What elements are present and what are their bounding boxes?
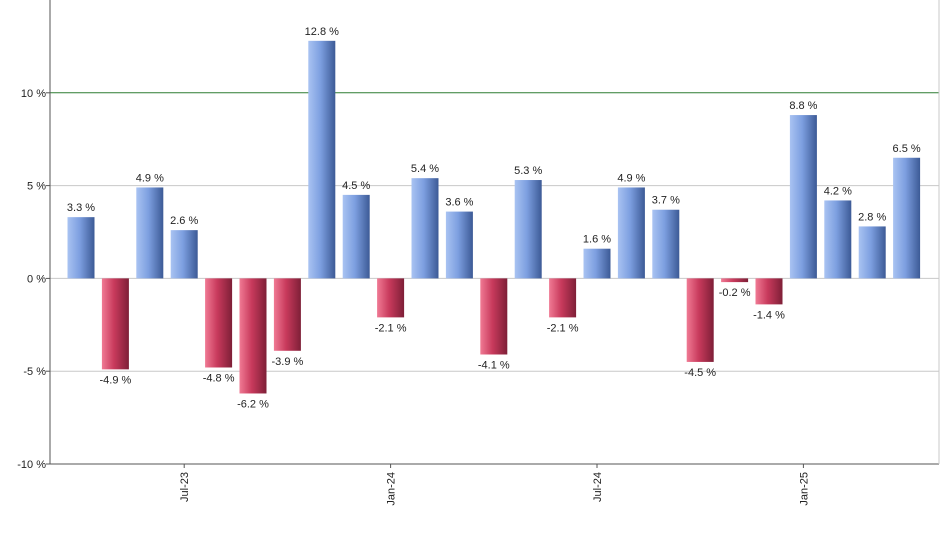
- data-label-12: -4.1 %: [478, 359, 510, 371]
- data-label-11: 3.6 %: [445, 197, 473, 209]
- bar-24: [893, 157, 921, 279]
- data-label-3: 2.6 %: [170, 215, 198, 227]
- y-tick-label: 10 %: [21, 88, 46, 100]
- bar-12: [480, 278, 508, 355]
- data-label-8: 4.5 %: [342, 180, 370, 192]
- data-label-21: 8.8 %: [789, 100, 817, 112]
- x-tick-label: Jul-24: [592, 472, 604, 502]
- bar-1: [101, 278, 129, 370]
- bar-23: [858, 226, 886, 279]
- x-tick-label: Jul-23: [179, 472, 191, 502]
- bar-16: [617, 187, 645, 279]
- data-label-14: -2.1 %: [547, 322, 579, 334]
- bar-2: [136, 187, 164, 279]
- x-tick-label: Jan-25: [798, 472, 810, 506]
- data-label-20: -1.4 %: [753, 309, 785, 321]
- y-tick-label: 0 %: [27, 273, 46, 285]
- bar-15: [583, 248, 611, 279]
- data-label-23: 2.8 %: [858, 211, 886, 223]
- data-label-22: 4.2 %: [824, 185, 852, 197]
- y-tick-label: -5 %: [23, 366, 46, 378]
- data-label-6: -3.9 %: [272, 356, 304, 368]
- data-label-24: 6.5 %: [893, 143, 921, 155]
- bar-9: [377, 278, 405, 318]
- bar-7: [308, 40, 336, 279]
- data-label-17: 3.7 %: [652, 195, 680, 207]
- data-label-19: -0.2 %: [719, 287, 751, 299]
- data-label-0: 3.3 %: [67, 202, 95, 214]
- data-label-9: -2.1 %: [375, 322, 407, 334]
- data-label-4: -4.8 %: [203, 372, 235, 384]
- bar-5: [239, 278, 267, 394]
- bar-4: [205, 278, 233, 368]
- bar-17: [652, 209, 680, 279]
- data-label-7: 12.8 %: [305, 26, 339, 38]
- bar-19: [721, 278, 749, 283]
- bar-21: [789, 115, 817, 279]
- y-tick-label: -10 %: [17, 459, 46, 471]
- data-label-15: 1.6 %: [583, 234, 611, 246]
- bar-14: [549, 278, 577, 318]
- data-label-13: 5.3 %: [514, 165, 542, 177]
- bar-8: [342, 194, 370, 279]
- data-label-10: 5.4 %: [411, 163, 439, 175]
- bars: [67, 40, 921, 394]
- bar-18: [686, 278, 714, 362]
- bar-13: [514, 180, 542, 279]
- bar-3: [170, 230, 198, 279]
- y-tick-label: 5 %: [27, 181, 46, 193]
- data-label-2: 4.9 %: [136, 172, 164, 184]
- bar-6: [273, 278, 301, 351]
- x-tick-label: Jan-24: [386, 472, 398, 506]
- axes: 10 % 5 % 0 % -5 % -10 % Jul-23 Jan-24 Jul-24 Jan…: [17, 0, 940, 506]
- data-label-16: 4.9 %: [617, 172, 645, 184]
- data-label-5: -6.2 %: [237, 398, 269, 410]
- data-label-18: -4.5 %: [684, 367, 716, 379]
- data-label-1: -4.9 %: [100, 374, 132, 386]
- bar-0: [67, 217, 95, 279]
- bar-10: [411, 178, 439, 279]
- bar-20: [755, 278, 783, 305]
- bar-22: [824, 200, 852, 279]
- data-labels: 3.3 % -4.9 % 4.9 % 2.6 % -4.8 % -6.2 % -3.9 % 1…: [67, 26, 921, 411]
- bar-11: [445, 211, 473, 279]
